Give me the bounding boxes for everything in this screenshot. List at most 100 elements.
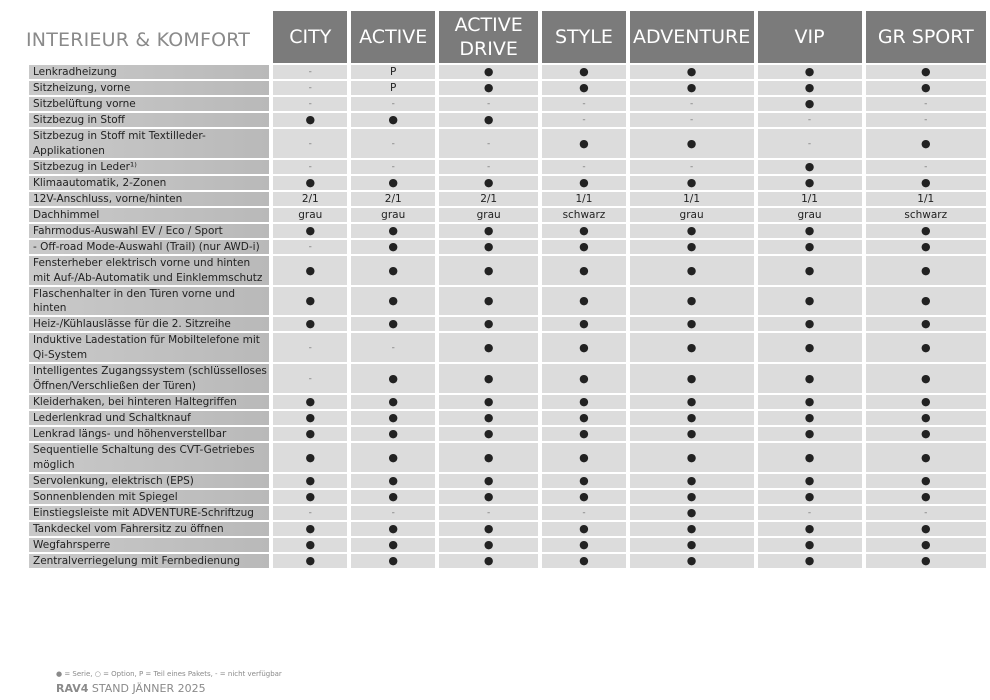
cell-value: ● bbox=[351, 427, 436, 441]
cell-value: ● bbox=[273, 522, 348, 536]
cell-value: ● bbox=[629, 287, 754, 315]
cell-value: - bbox=[865, 160, 986, 174]
cell-value: ● bbox=[351, 256, 436, 285]
row-label: Fahrmodus-Auswahl EV / Eco / Sport bbox=[29, 224, 270, 238]
cell-value: ● bbox=[865, 224, 986, 238]
cell-value: - bbox=[865, 97, 986, 111]
cell-value: - bbox=[757, 113, 862, 127]
row-label: Einstiegsleiste mit ADVENTURE-Schriftzug bbox=[29, 506, 270, 520]
row-label: Flaschenhalter in den Türen vorne und hi… bbox=[29, 287, 270, 315]
cell-value: ● bbox=[865, 443, 986, 472]
cell-value: ● bbox=[865, 364, 986, 393]
cell-value: - bbox=[629, 113, 754, 127]
cell-value: schwarz bbox=[542, 208, 626, 222]
cell-value: - bbox=[865, 113, 986, 127]
cell-value: ● bbox=[351, 522, 436, 536]
cell-value: ● bbox=[351, 224, 436, 238]
table-row: Induktive Ladestation für Mobiltelefone … bbox=[29, 333, 986, 362]
cell-value: ● bbox=[629, 522, 754, 536]
cell-value: - bbox=[439, 129, 539, 158]
row-label: Sequentielle Schaltung des CVT-Getriebes… bbox=[29, 443, 270, 472]
cell-value: - bbox=[439, 506, 539, 520]
cell-value: ● bbox=[439, 65, 539, 79]
cell-value: - bbox=[351, 97, 436, 111]
cell-value: ● bbox=[865, 411, 986, 425]
table-row: Lenkrad längs- und höhenverstellbar ● ● ● ● ●… bbox=[29, 427, 986, 441]
table-row: Einstiegsleiste mit ADVENTURE-Schriftzug… bbox=[29, 506, 986, 520]
cell-value: ● bbox=[542, 522, 626, 536]
cell-value: ● bbox=[439, 427, 539, 441]
cell-value: ● bbox=[542, 176, 626, 190]
cell-value: ● bbox=[865, 176, 986, 190]
cell-value: ● bbox=[439, 538, 539, 552]
row-label: Lenkrad längs- und höhenverstellbar bbox=[29, 427, 270, 441]
cell-value: - bbox=[757, 129, 862, 158]
cell-value: ● bbox=[757, 240, 862, 254]
cell-value: - bbox=[351, 506, 436, 520]
cell-value: ● bbox=[542, 411, 626, 425]
cell-value: ● bbox=[542, 427, 626, 441]
cell-value: - bbox=[273, 129, 348, 158]
cell-value: ● bbox=[273, 224, 348, 238]
cell-value: ● bbox=[865, 395, 986, 409]
cell-value: ● bbox=[439, 490, 539, 504]
cell-value: ● bbox=[351, 317, 436, 331]
cell-value: ● bbox=[757, 333, 862, 362]
cell-value: ● bbox=[351, 176, 436, 190]
table-row: Lenkradheizung - P ● ● ● ● ● bbox=[29, 65, 986, 79]
cell-value: ● bbox=[439, 113, 539, 127]
cell-value: ● bbox=[351, 240, 436, 254]
cell-value: ● bbox=[439, 364, 539, 393]
cell-value: ● bbox=[865, 240, 986, 254]
cell-value: ● bbox=[439, 522, 539, 536]
column-header: GR SPORT bbox=[865, 11, 986, 63]
section-title: INTERIEUR & KOMFORT bbox=[26, 29, 251, 51]
cell-value: ● bbox=[629, 333, 754, 362]
cell-value: ● bbox=[542, 554, 626, 568]
cell-value: ● bbox=[542, 538, 626, 552]
row-label: Dachhimmel bbox=[29, 208, 270, 222]
cell-value: ● bbox=[351, 364, 436, 393]
table-row: Fensterheber elektrisch vorne und hinten… bbox=[29, 256, 986, 285]
cell-value: - bbox=[542, 506, 626, 520]
cell-value: 2/1 bbox=[351, 192, 436, 206]
cell-value: ● bbox=[629, 65, 754, 79]
cell-value: - bbox=[273, 81, 348, 95]
table-row: Sitzbelüftung vorne - - - - - ● - bbox=[29, 97, 986, 111]
cell-value: ● bbox=[757, 474, 862, 488]
cell-value: ● bbox=[542, 333, 626, 362]
cell-value: ● bbox=[757, 364, 862, 393]
cell-value: ● bbox=[757, 427, 862, 441]
cell-value: ● bbox=[865, 317, 986, 331]
header-spacer bbox=[29, 11, 269, 63]
cell-value: ● bbox=[757, 395, 862, 409]
table-row: Flaschenhalter in den Türen vorne und hi… bbox=[29, 287, 986, 315]
cell-value: ● bbox=[865, 427, 986, 441]
row-label: Sitzheizung, vorne bbox=[29, 81, 270, 95]
cell-value: ● bbox=[629, 443, 754, 472]
cell-value: - bbox=[542, 113, 626, 127]
cell-value: ● bbox=[629, 538, 754, 552]
cell-value: ● bbox=[542, 474, 626, 488]
cell-value: ● bbox=[865, 522, 986, 536]
cell-value: - bbox=[351, 333, 436, 362]
cell-value: - bbox=[273, 97, 348, 111]
cell-value: - bbox=[351, 129, 436, 158]
cell-value: ● bbox=[273, 176, 348, 190]
row-label: Sitzbezug in Leder¹⁾ bbox=[29, 160, 270, 174]
row-label: Sitzbelüftung vorne bbox=[29, 97, 270, 111]
row-label: Intelligentes Zugangssystem (schlüssello… bbox=[29, 364, 270, 393]
cell-value: grau bbox=[629, 208, 754, 222]
cell-value: - bbox=[629, 160, 754, 174]
cell-value: - bbox=[439, 160, 539, 174]
cell-value: ● bbox=[273, 474, 348, 488]
row-label: - Off-road Mode-Auswahl (Trail) (nur AWD… bbox=[29, 240, 270, 254]
footer-stand: STAND JÄNNER 2025 bbox=[91, 682, 206, 695]
column-header: CITY bbox=[273, 11, 348, 63]
table-row: Kleiderhaken, bei hinteren Haltegriffen ●… bbox=[29, 395, 986, 409]
cell-value: ● bbox=[273, 554, 348, 568]
row-label: Tankdeckel vom Fahrersitz zu öffnen bbox=[29, 522, 270, 536]
cell-value: - bbox=[273, 333, 348, 362]
cell-value: - bbox=[629, 97, 754, 111]
cell-value: 1/1 bbox=[865, 192, 986, 206]
